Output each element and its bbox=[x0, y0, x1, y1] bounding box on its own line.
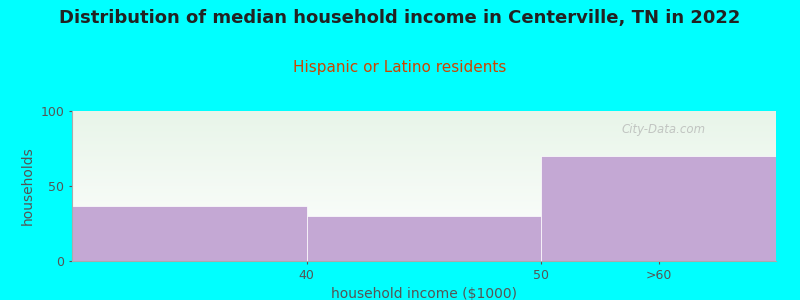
Bar bbox=[542, 156, 776, 261]
Text: City-Data.com: City-Data.com bbox=[621, 123, 706, 136]
Text: Hispanic or Latino residents: Hispanic or Latino residents bbox=[294, 60, 506, 75]
Bar bbox=[306, 216, 542, 261]
Text: Distribution of median household income in Centerville, TN in 2022: Distribution of median household income … bbox=[59, 9, 741, 27]
X-axis label: household income ($1000): household income ($1000) bbox=[331, 287, 517, 300]
Bar bbox=[72, 206, 306, 261]
Y-axis label: households: households bbox=[21, 147, 35, 225]
